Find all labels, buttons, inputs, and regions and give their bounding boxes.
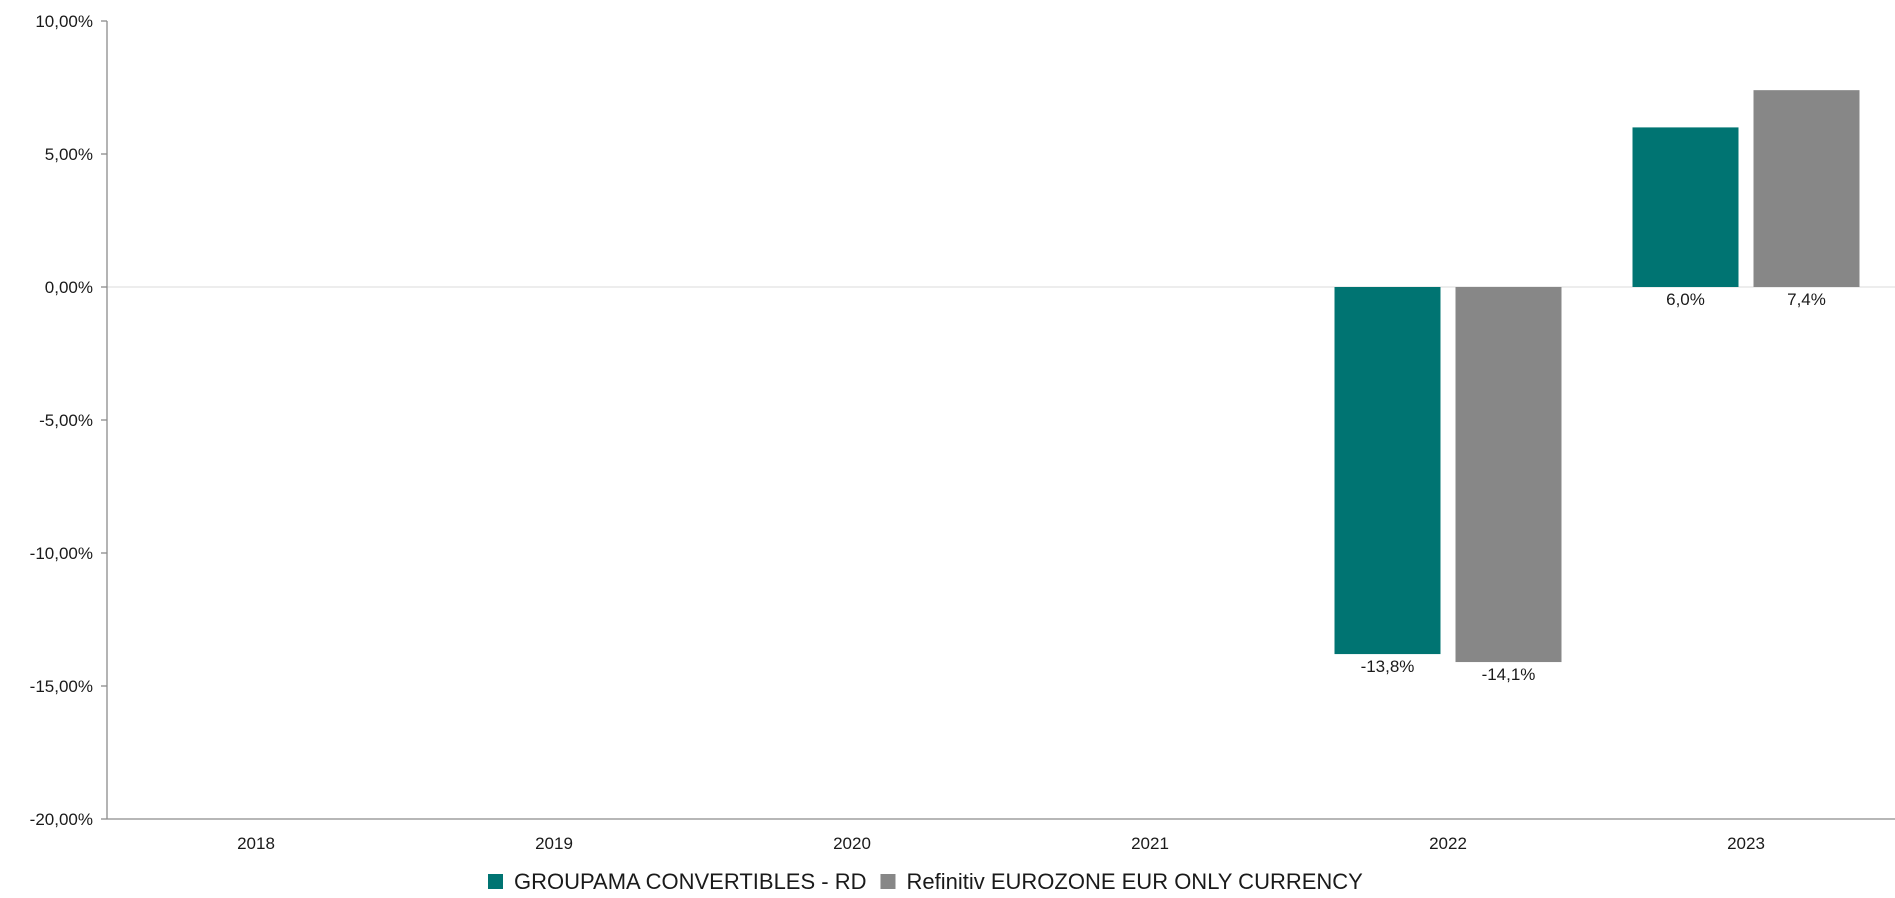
bar-2022-series-1 xyxy=(1334,287,1441,655)
legend-swatch xyxy=(880,874,896,889)
x-tick-label: 2020 xyxy=(833,834,871,853)
legend: GROUPAMA CONVERTIBLES - RD Refinitiv EURO… xyxy=(488,869,1363,894)
data-label: -13,8% xyxy=(1361,657,1415,676)
data-labels: -13,8% -14,1% 6,0% 7,4% xyxy=(1361,290,1826,684)
y-tick-label: -5,00% xyxy=(39,411,93,430)
x-axis: 2018 2019 2020 2021 2022 2023 xyxy=(107,818,1895,853)
legend-swatch xyxy=(488,874,503,889)
y-tick-label: 5,00% xyxy=(45,145,93,164)
y-tick-label: 0,00% xyxy=(45,278,93,297)
data-label: -14,1% xyxy=(1482,665,1536,684)
legend-label: Refinitiv EUROZONE EUR ONLY CURRENCY xyxy=(906,869,1363,894)
bar-2022-series-2 xyxy=(1455,287,1562,663)
y-tick-label: 10,00% xyxy=(35,12,93,31)
bar-2023-series-1 xyxy=(1632,127,1739,288)
x-tick-label: 2022 xyxy=(1429,834,1467,853)
y-tick-label: -20,00% xyxy=(30,810,93,829)
bar-2023-series-2 xyxy=(1753,90,1860,287)
y-axis: 10,00% 5,00% 0,00% -5,00% -10,00% -15,00% -20,… xyxy=(30,12,1895,829)
bars xyxy=(1334,90,1860,663)
data-label: 7,4% xyxy=(1787,290,1826,309)
x-tick-label: 2019 xyxy=(535,834,573,853)
x-tick-label: 2023 xyxy=(1727,834,1765,853)
legend-label: GROUPAMA CONVERTIBLES - RD xyxy=(514,869,866,894)
y-tick-label: -15,00% xyxy=(30,677,93,696)
x-tick-label: 2021 xyxy=(1131,834,1169,853)
y-tick-label: -10,00% xyxy=(30,544,93,563)
data-label: 6,0% xyxy=(1666,290,1705,309)
x-tick-label: 2018 xyxy=(237,834,275,853)
